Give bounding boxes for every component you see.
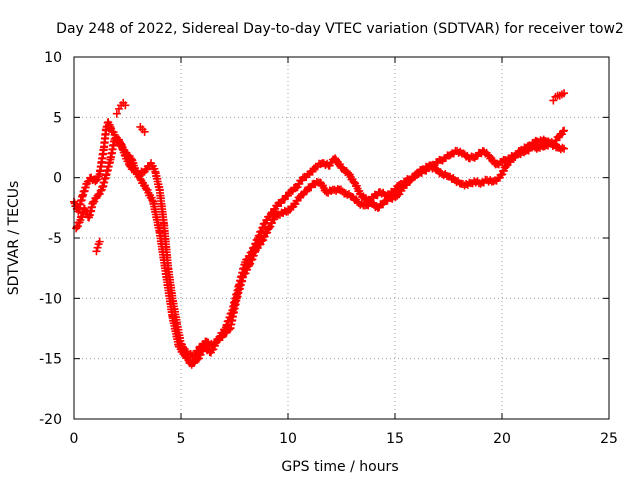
series-short-segments [92,89,569,256]
data-point [136,174,145,183]
series-track-a [70,118,569,361]
x-tick-label: 0 [70,431,79,447]
data-point [112,109,121,118]
y-tick-label: -15 [39,352,62,368]
data-point [91,177,100,186]
data-point [92,247,101,256]
grid [74,57,609,419]
data-point [140,127,149,136]
x-tick-label: 20 [493,431,511,447]
data-point-interp [148,196,157,205]
data-point-interp [301,187,310,196]
y-tick-label: -5 [48,231,62,247]
y-axis-label: SDTVAR / TECUs [6,181,22,296]
y-tick-label: 5 [53,110,62,126]
data-point [95,237,104,246]
data-point [264,224,273,233]
x-tick-label: 15 [386,431,404,447]
chart-title: Day 248 of 2022, Sidereal Day-to-day VTE… [56,21,624,37]
data-point [560,144,569,153]
data-points [70,89,569,369]
y-tick-label: -10 [39,291,62,307]
data-point [560,89,569,98]
data-point [121,101,130,110]
y-tick-label: -20 [39,412,62,428]
data-point-interp [558,143,567,152]
data-point-interp [96,186,105,195]
series-track-b [72,135,569,369]
y-tick-label: 0 [53,171,62,187]
data-point-interp [73,222,82,231]
data-point [114,137,123,146]
data-point-interp [224,325,233,334]
x-tick-label: 5 [177,431,186,447]
x-tick-label: 25 [600,431,618,447]
y-tick-label: 10 [44,50,62,66]
x-tick-label: 10 [279,431,297,447]
data-point [93,243,102,252]
data-point-interp [141,184,150,193]
axis-ticks: 0 5 10 15 20 25 -20 -15 -10 -5 0 5 10 [39,50,618,447]
x-axis-label: GPS time / hours [281,459,398,475]
data-point [560,126,569,135]
